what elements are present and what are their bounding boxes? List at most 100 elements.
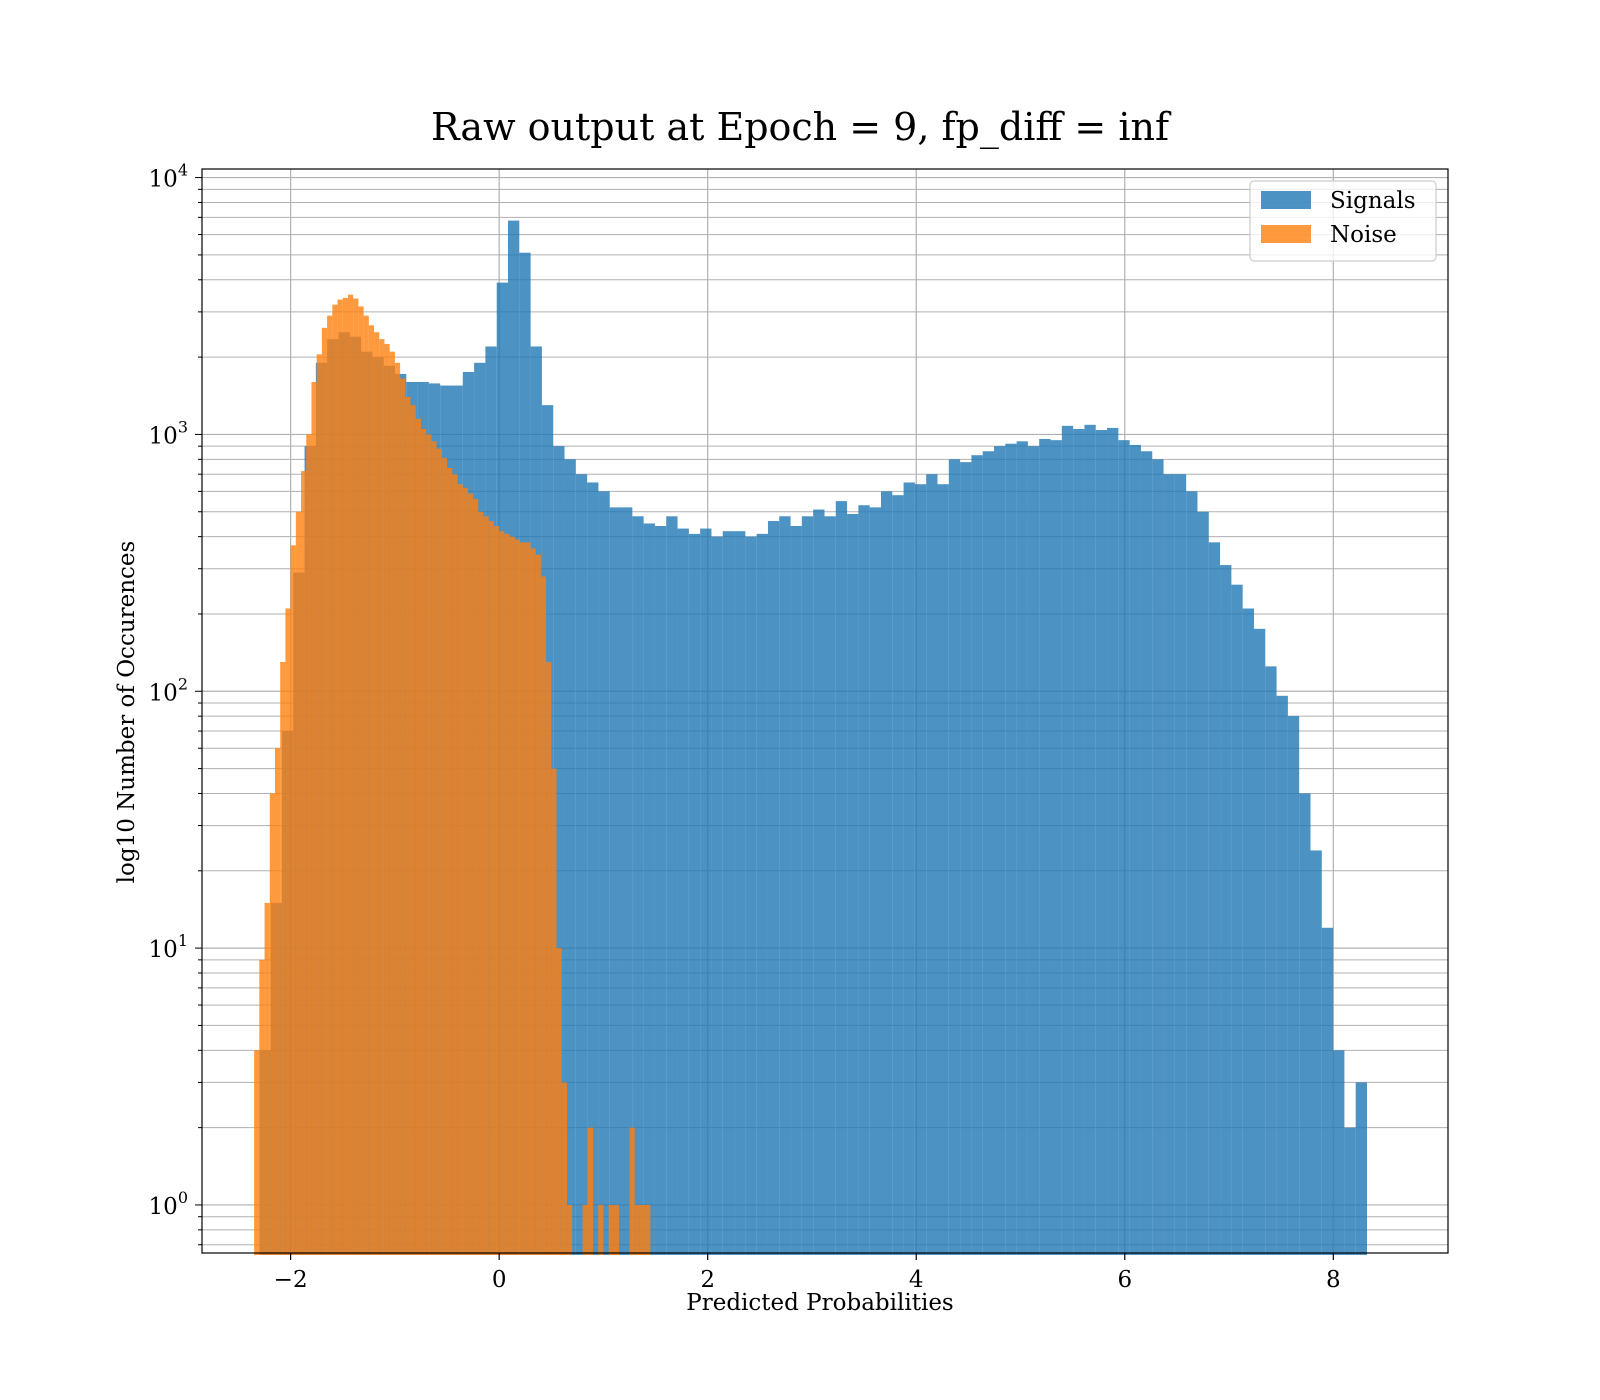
noise-bar (566, 1204, 573, 1255)
signals-bar (767, 521, 780, 1255)
noise-bar (493, 526, 500, 1255)
signals-bar (948, 459, 961, 1255)
noise-bar (488, 521, 494, 1255)
signals-bar (903, 482, 915, 1256)
noise-bar (295, 511, 302, 1255)
signals-bar (1310, 850, 1322, 1255)
signals-bar (700, 528, 712, 1255)
noise-bar (613, 1204, 620, 1255)
noise-bar (520, 542, 526, 1255)
signals-bar (734, 531, 746, 1255)
noise-bar (467, 493, 474, 1255)
noise-bar (462, 487, 468, 1255)
signals-bar (745, 536, 757, 1255)
noise-bar (447, 468, 453, 1255)
signals-bar (587, 482, 599, 1256)
signals-bar (960, 462, 972, 1255)
noise-bar (582, 1204, 588, 1255)
signals-bar (824, 516, 836, 1255)
noise-bar (499, 531, 505, 1255)
signals-bar (1084, 424, 1096, 1256)
noise-bar (363, 315, 369, 1255)
signals-bar (1005, 443, 1017, 1255)
noise-bar (368, 325, 375, 1255)
y-tick-label: 101 (149, 931, 188, 963)
signals-bar (1061, 425, 1074, 1256)
signals-bar (1174, 474, 1187, 1256)
noise-bar (551, 768, 557, 1255)
signals-bar (1197, 511, 1209, 1255)
x-tick-label: 6 (1117, 1267, 1132, 1293)
signals-bar (1253, 628, 1266, 1255)
signals-bar (937, 484, 949, 1255)
noise-bar (327, 315, 333, 1255)
noise-bar (347, 294, 354, 1255)
signals-legend-swatch (1261, 191, 1311, 209)
noise-bar (608, 1204, 614, 1255)
signals-bar (598, 491, 610, 1256)
noise-bar (561, 1082, 567, 1255)
noise-bars (254, 294, 651, 1256)
signals-bar (1276, 695, 1288, 1255)
noise-legend-swatch (1261, 225, 1311, 243)
signals-bar (654, 526, 667, 1255)
signals-bar (1321, 927, 1334, 1255)
signals-bar (1333, 1050, 1345, 1255)
signals-bar (1344, 1127, 1356, 1255)
y-tick-label: 102 (149, 674, 188, 706)
signals-bar (632, 516, 644, 1255)
noise-bar (259, 959, 265, 1255)
legend: Signals Noise (1249, 180, 1437, 262)
signals-bar (1231, 584, 1243, 1255)
signals-bar (994, 446, 1006, 1255)
noise-bar (535, 554, 541, 1255)
noise-bar (587, 1127, 594, 1255)
noise-bar (478, 511, 484, 1255)
signals-bar (756, 533, 768, 1255)
signals-bar (688, 533, 701, 1255)
signals-bar (609, 507, 622, 1255)
signals-bar (1220, 565, 1232, 1255)
noise-bar (436, 448, 442, 1255)
noise-bar (290, 545, 296, 1255)
noise-bar (598, 1204, 604, 1255)
signals-bar (1208, 542, 1221, 1255)
noise-bar (415, 418, 421, 1255)
noise-bar (556, 948, 562, 1255)
signals-bar (722, 531, 735, 1255)
noise-bar (420, 428, 427, 1255)
signals-bar (858, 505, 870, 1256)
x-axis-label: Predicted Probabilities (686, 1290, 954, 1316)
noise-bar (379, 339, 385, 1255)
noise-bar (274, 748, 281, 1255)
signals-bar (666, 516, 678, 1255)
signals-bar (835, 501, 848, 1255)
noise-bar (342, 297, 348, 1255)
noise-bar (410, 405, 416, 1255)
noise-bar (301, 471, 307, 1255)
signals-bar (643, 523, 655, 1255)
y-tick-label: 103 (149, 417, 188, 449)
signals-bar (971, 455, 983, 1256)
signals-bar (1163, 474, 1175, 1256)
noise-bar (389, 351, 395, 1255)
signals-legend-label: Signals (1330, 188, 1416, 214)
noise-bar (629, 1127, 635, 1255)
signals-bar (869, 507, 881, 1255)
noise-bar (639, 1204, 646, 1255)
x-tick-label: −2 (274, 1267, 308, 1293)
signals-bar (1027, 446, 1040, 1255)
noise-bar (374, 332, 380, 1255)
noise-bar (394, 362, 401, 1256)
noise-bar (509, 536, 515, 1255)
noise-bar (473, 499, 479, 1255)
noise-bar (337, 299, 343, 1256)
noise-bar (634, 1204, 640, 1255)
signals-bar (1242, 608, 1254, 1255)
signals-bar (1186, 491, 1198, 1256)
noise-bar (452, 474, 458, 1256)
signals-bar (553, 446, 565, 1255)
noise-bar (645, 1204, 651, 1255)
noise-bar (254, 1050, 260, 1255)
noise-bar (384, 343, 390, 1255)
